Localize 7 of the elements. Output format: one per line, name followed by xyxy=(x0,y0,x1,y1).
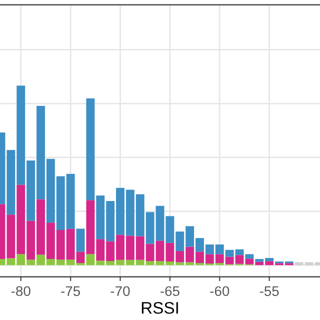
x-tick-label: -55 xyxy=(260,286,279,296)
x-tick-label: -70 xyxy=(110,286,130,296)
x-tick-label: -75 xyxy=(61,286,80,296)
x-tick-label: -60 xyxy=(210,286,230,296)
x-axis-title: RSSI xyxy=(142,302,178,314)
x-tick-label: -80 xyxy=(11,286,30,296)
x-tick-label: -65 xyxy=(160,286,180,296)
